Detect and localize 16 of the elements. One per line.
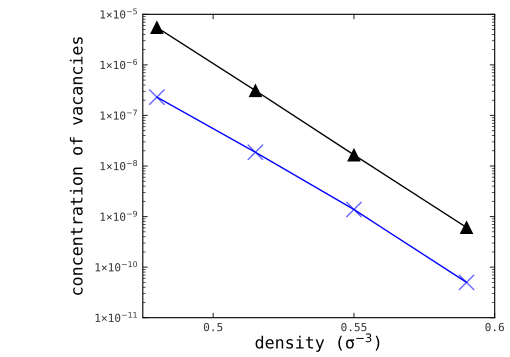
point [460,220,474,234]
x-tick-label: 0.55 [341,322,366,332]
y-tick-label: 1×10$^{−9}$ [100,210,138,221]
y-tick-label: 1×10$^{−8}$ [100,160,138,170]
point [150,20,164,34]
point [248,84,262,98]
y-tick-label: 1×10$^{−10}$ [96,261,138,272]
y-tick-label: 1×10$^{−7}$ [100,110,137,120]
x-tick-label: 0.5 [204,322,222,332]
x-tick-label: 0.6 [485,322,504,332]
y-axis-title: concentration of vacancies [70,37,83,295]
y-tick-label: 1×10$^{−11}$ [96,312,137,322]
y-tick-label: 1×10$^{−5}$ [100,8,137,19]
point [347,148,361,162]
y-tick-label: 1×10$^{−6}$ [100,58,138,70]
x-axis-title: density (σ$^{−3}$) [256,333,380,352]
